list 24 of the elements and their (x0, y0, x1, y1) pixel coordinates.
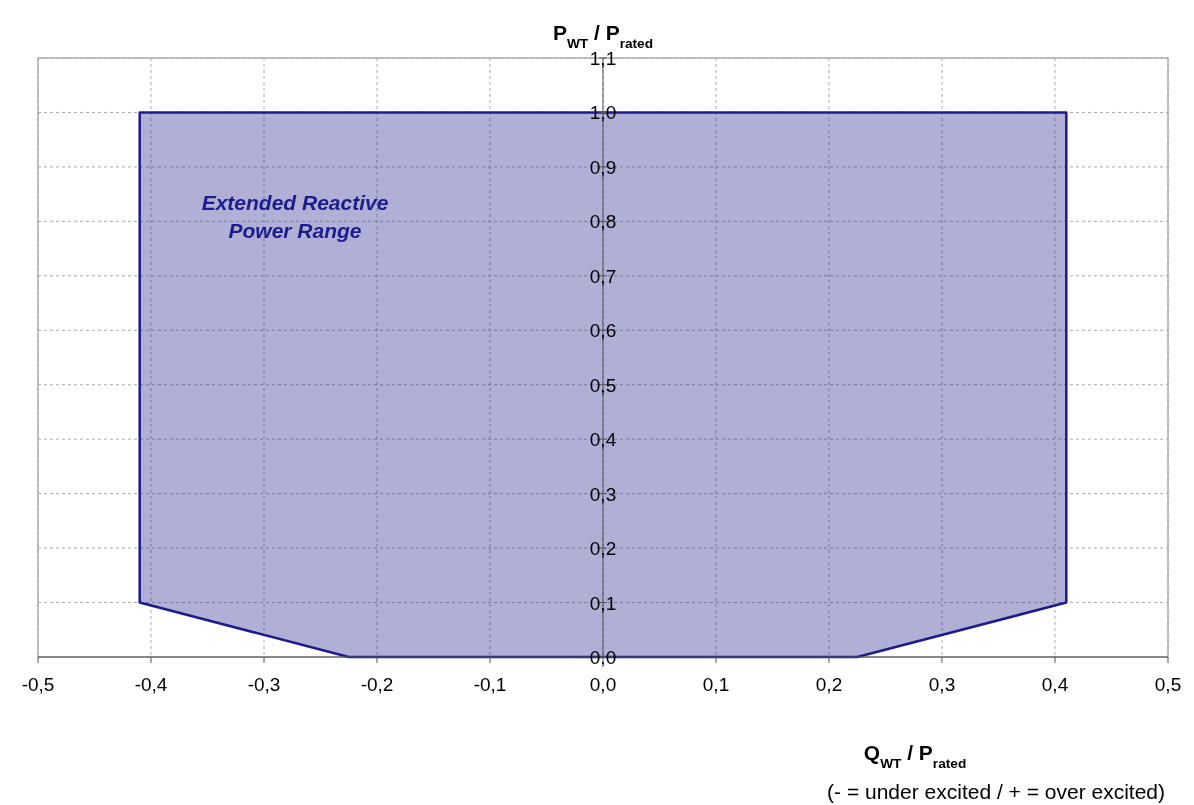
y-axis-title: P$_{WT}$ / P$_{rated}$ (552, 21, 654, 51)
text: (- = under excited / + = over excited) (827, 780, 1165, 803)
x-tick-label: -0,1 (473, 674, 507, 695)
x-tick-label: -0,2 (360, 674, 394, 695)
x-tick-label: 0,1 (702, 674, 730, 695)
y-tick-label: 0,1 (589, 592, 617, 614)
y-tick-label: 0,9 (589, 156, 617, 178)
y-tick-label: 0,5 (589, 374, 617, 396)
y-tick-label: 0,8 (589, 211, 617, 233)
x-tick-label: -0,4 (134, 674, 168, 695)
x-axis-title: Q$_{WT}$ / P$_{rated}$ (863, 741, 967, 771)
x-tick-label: -0,5 (21, 674, 55, 695)
y-tick-label: 0,3 (589, 483, 617, 505)
y-tick-label: 0,6 (589, 320, 617, 342)
y-tick-label: 0,4 (589, 429, 617, 451)
x-tick-label: 0,4 (1041, 674, 1069, 695)
y-tick-label: 0,2 (589, 538, 617, 560)
x-tick-label: -0,3 (247, 674, 281, 695)
annotation: Extended Reactive Power Range (201, 191, 389, 242)
y-tick-label: 1,1 (589, 48, 617, 69)
x-tick-label: 0,2 (815, 674, 843, 695)
x-tick-label: 0,5 (1154, 674, 1182, 695)
x-tick-label: 0,3 (928, 674, 956, 695)
y-tick-label: 0,7 (589, 265, 617, 287)
